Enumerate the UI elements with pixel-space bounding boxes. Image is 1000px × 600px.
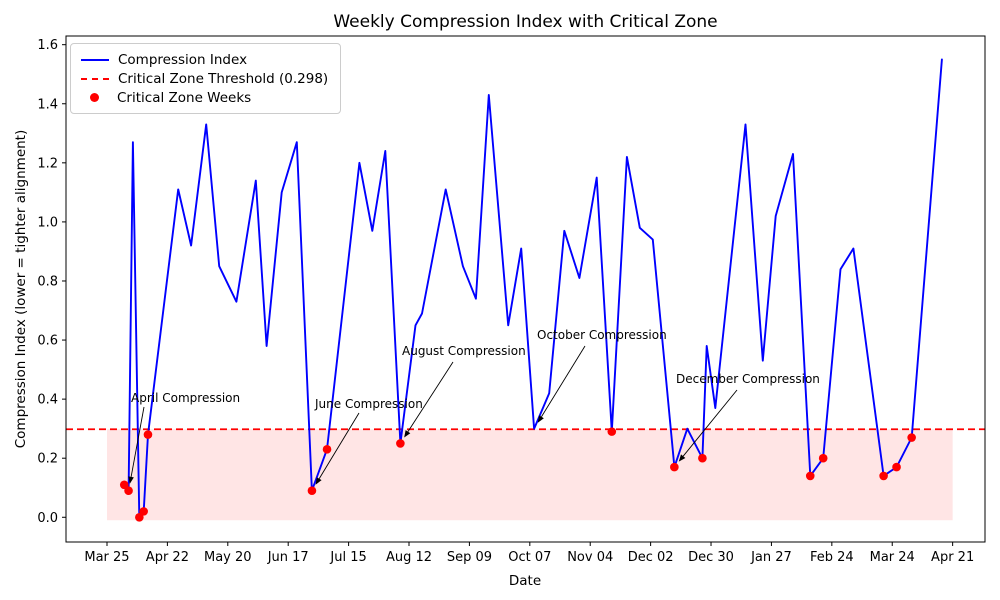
x-tick-label: Aug 12 (386, 550, 432, 565)
x-tick-label: May 20 (204, 550, 252, 565)
red-dot-icon (90, 93, 99, 102)
critical-week-dot (124, 486, 133, 495)
critical-week-dot (143, 430, 153, 439)
x-tick-label: Jul 15 (329, 550, 366, 565)
legend-label: Critical Zone Weeks (117, 89, 252, 106)
x-tick-label: Mar 24 (870, 550, 915, 565)
annotation-label: June Compression (314, 397, 423, 411)
chart-title: Weekly Compression Index with Critical Z… (333, 12, 718, 32)
annotation-label: August Compression (402, 344, 526, 358)
y-tick-label: 0.2 (37, 452, 58, 467)
blue-line-icon (81, 58, 109, 61)
x-tick-label: Feb 24 (810, 550, 854, 565)
annotation-arrow (130, 406, 145, 478)
critical-week-dot (139, 507, 148, 516)
critical-week-dot (670, 462, 679, 472)
legend-label: Critical Zone Threshold (0.298) (118, 70, 329, 87)
red-dashed-line-icon (81, 77, 109, 80)
legend-item-compression-index: Compression Index (81, 50, 328, 69)
y-tick-label: 1.2 (37, 156, 58, 171)
critical-week-dot (396, 439, 405, 448)
y-tick-label: 1.4 (37, 97, 58, 112)
y-tick-label: 0.6 (37, 334, 58, 349)
critical-week-dot (892, 462, 901, 472)
y-tick-label: 0.8 (37, 274, 58, 289)
x-axis-label: Date (508, 573, 542, 589)
x-tick-label: Jun 17 (267, 550, 309, 565)
critical-week-dot (607, 427, 617, 436)
x-tick-label: Sep 09 (447, 550, 492, 565)
x-tick-label: Dec 02 (628, 550, 674, 565)
plot-border (65, 35, 986, 543)
annotation-arrow (541, 345, 586, 417)
legend-label: Compression Index (118, 51, 248, 68)
critical-week-dot (805, 471, 815, 481)
annotation-arrow (318, 412, 360, 479)
x-tick-label: Apr 21 (931, 550, 974, 565)
critical-week-dot (322, 445, 332, 454)
annotation-arrowhead (315, 477, 322, 485)
annotation-arrowhead (678, 454, 686, 462)
x-tick-label: Jan 27 (750, 550, 792, 565)
annotation-label: October Compression (537, 328, 667, 342)
x-tick-label: Nov 04 (567, 550, 613, 565)
critical-week-dot (135, 512, 144, 522)
critical-week-dot (307, 486, 317, 495)
critical-zone-band (106, 429, 953, 521)
annotation-label: December Compression (676, 372, 820, 386)
x-tick-label: Apr 22 (146, 550, 189, 565)
x-tick-label: Oct 07 (508, 550, 551, 565)
annotation-arrowhead (128, 476, 134, 484)
legend-item-critical-weeks: Critical Zone Weeks (81, 88, 328, 107)
x-tick-label: Dec 30 (688, 550, 734, 565)
critical-week-dot (698, 453, 707, 463)
y-tick-label: 0.0 (37, 511, 58, 526)
x-tick-label: Mar 25 (84, 550, 129, 565)
critical-week-dot (119, 480, 129, 490)
y-tick-label: 0.4 (37, 393, 58, 408)
y-tick-label: 1.6 (37, 38, 58, 53)
annotation-arrow (407, 361, 454, 432)
critical-week-dot (907, 433, 916, 442)
critical-week-dot (879, 471, 888, 481)
annotation-arrowhead (404, 430, 411, 438)
annotation-label: April Compression (131, 391, 240, 405)
annotation-arrowhead (537, 415, 544, 423)
legend: Compression Index Critical Zone Threshol… (70, 43, 342, 114)
annotation-arrow (682, 389, 738, 457)
legend-item-threshold: Critical Zone Threshold (0.298) (81, 69, 328, 88)
compression-index-line (123, 58, 943, 519)
critical-week-dot (818, 453, 828, 463)
y-tick-label: 1.0 (37, 215, 58, 230)
